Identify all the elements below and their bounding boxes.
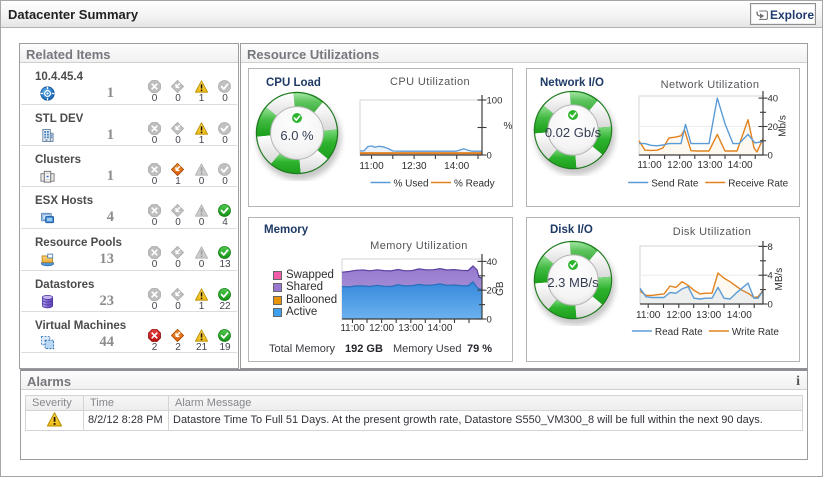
svg-text:6.0 %: 6.0 % xyxy=(280,128,314,143)
svg-text:Mb/s: Mb/s xyxy=(778,115,789,137)
svg-text:40: 40 xyxy=(768,94,779,105)
svg-text:14:00: 14:00 xyxy=(427,323,452,334)
svg-text:13:00: 13:00 xyxy=(697,160,722,171)
svg-text:GB: GB xyxy=(495,281,506,296)
svg-text:% Ready: % Ready xyxy=(454,178,495,189)
svg-text:13:00: 13:00 xyxy=(398,323,423,334)
svg-text:Read Rate: Read Rate xyxy=(655,327,703,338)
svg-text:14:00: 14:00 xyxy=(727,310,752,321)
svg-text:% Used: % Used xyxy=(394,178,429,189)
svg-text:100: 100 xyxy=(487,96,503,107)
svg-text:20: 20 xyxy=(768,122,779,133)
svg-text:11:00: 11:00 xyxy=(637,160,662,171)
svg-text:MB/s: MB/s xyxy=(774,268,785,291)
svg-text:Write Rate: Write Rate xyxy=(732,327,779,338)
svg-text:12:00: 12:00 xyxy=(667,160,692,171)
svg-text:0: 0 xyxy=(487,315,492,326)
svg-text:Send Rate: Send Rate xyxy=(651,178,699,189)
svg-text:14:00: 14:00 xyxy=(444,161,469,172)
svg-text:2.3 MB/s: 2.3 MB/s xyxy=(547,275,599,290)
svg-text:Receive Rate: Receive Rate xyxy=(728,178,788,189)
svg-text:11:00: 11:00 xyxy=(636,310,661,321)
svg-text:40: 40 xyxy=(487,257,498,268)
svg-text:%: % xyxy=(504,121,513,132)
svg-text:20: 20 xyxy=(487,286,498,297)
svg-text:0: 0 xyxy=(768,151,773,162)
svg-text:13:00: 13:00 xyxy=(696,310,721,321)
svg-text:8: 8 xyxy=(768,242,773,253)
svg-text:0.02 Gb/s: 0.02 Gb/s xyxy=(545,125,602,140)
svg-text:14:00: 14:00 xyxy=(728,160,753,171)
svg-text:0: 0 xyxy=(768,300,773,311)
svg-text:12:00: 12:00 xyxy=(369,323,394,334)
svg-text:11:00: 11:00 xyxy=(359,161,384,172)
svg-text:4: 4 xyxy=(768,271,773,282)
svg-text:11:00: 11:00 xyxy=(340,323,365,334)
svg-text:0: 0 xyxy=(487,151,492,162)
svg-text:12:30: 12:30 xyxy=(402,161,427,172)
svg-text:12:00: 12:00 xyxy=(666,310,691,321)
